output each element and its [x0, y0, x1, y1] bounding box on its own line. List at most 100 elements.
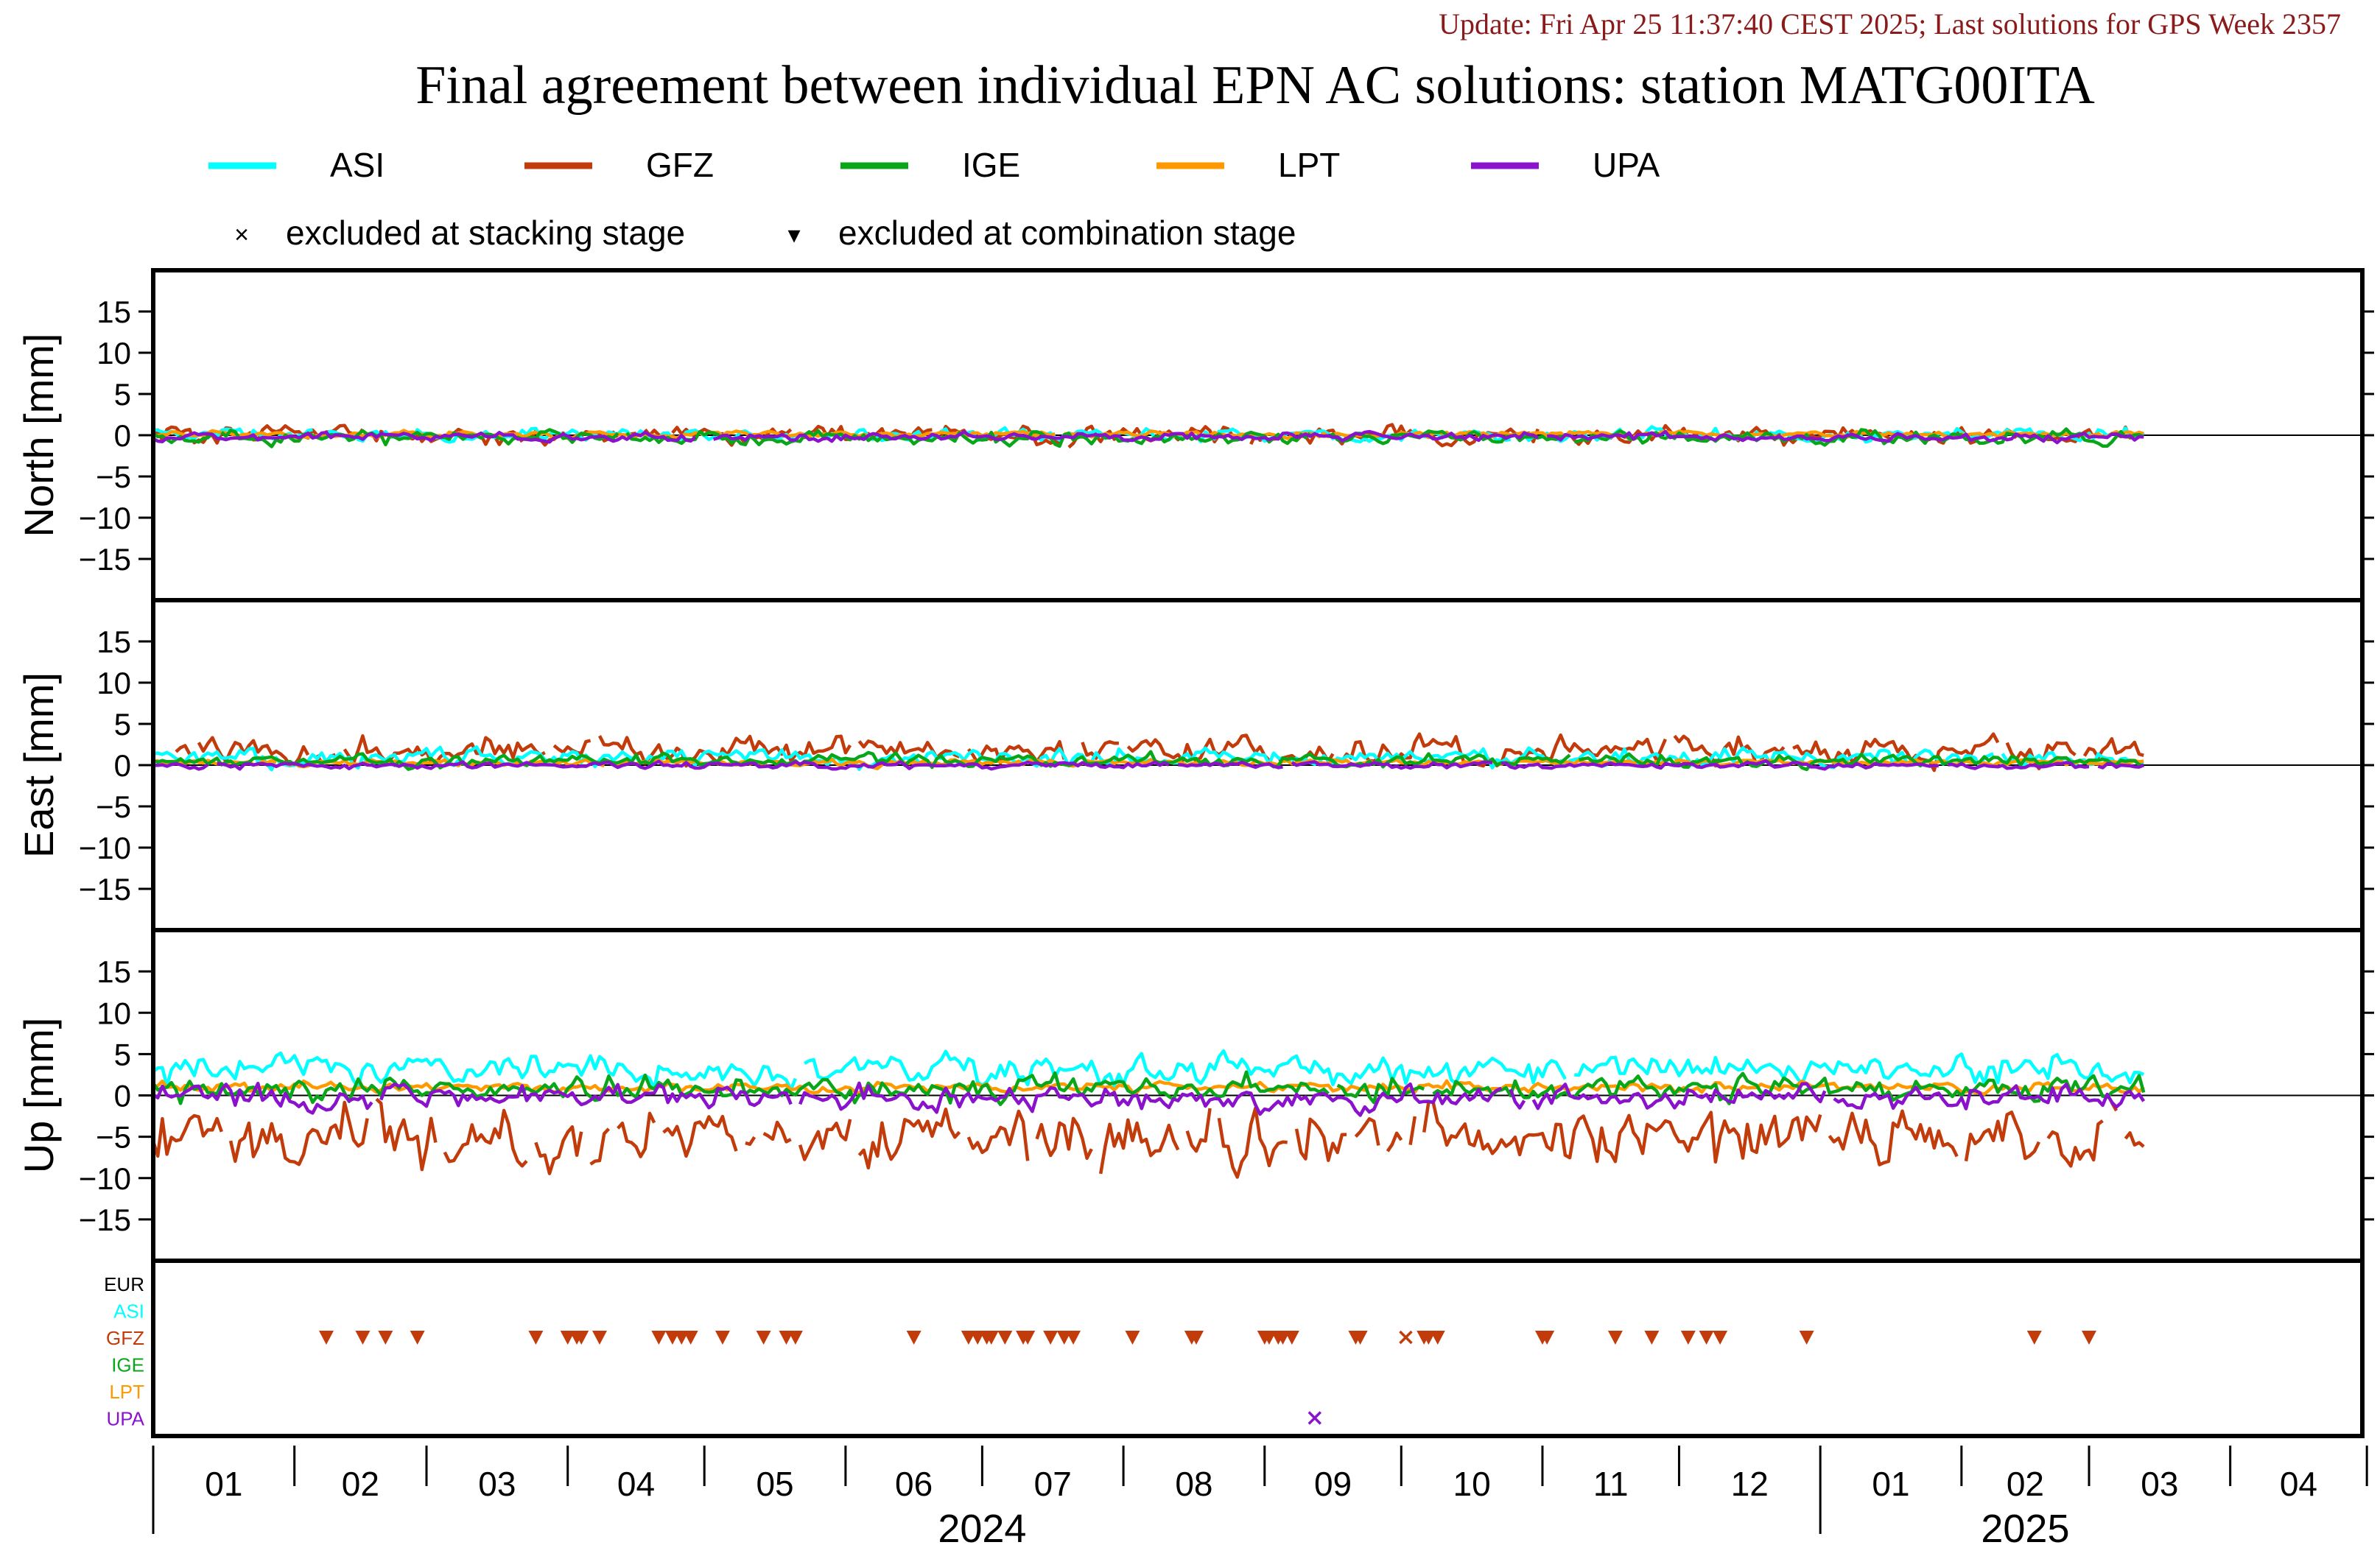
- legend-label-lpt: LPT: [1278, 146, 1340, 184]
- exclusion-row-label-ige: IGE: [111, 1354, 144, 1376]
- combination-excluded-marker: [1799, 1331, 1814, 1345]
- series-ige-line: [152, 750, 2144, 772]
- combination-excluded-marker: [355, 1331, 371, 1345]
- exclusion-panel: EUR ASI GFZ IGE LPT UPA: [104, 1259, 2365, 1438]
- y-tick-label: 0: [114, 418, 131, 453]
- combination-excluded-marker: [715, 1331, 730, 1345]
- month-label: 10: [1453, 1465, 1491, 1503]
- legend-marker-symbol-1: ▾: [787, 221, 800, 249]
- year-label: 2024: [938, 1507, 1026, 1545]
- combination-excluded-marker: [756, 1331, 771, 1345]
- panel-2: 15 10 5 0 −5 −10 −15 Up [mm]: [15, 928, 2374, 1263]
- year-label: 2025: [1981, 1507, 2069, 1545]
- month-label: 03: [2141, 1465, 2178, 1503]
- legend: ASI GFZ IGE LPT UPA × excluded at stacking sta…: [208, 146, 1660, 252]
- panel-1: 15 10 5 0 −5 −10 −15 East [mm]: [15, 598, 2374, 932]
- stacking-excluded-marker: [1399, 1330, 1413, 1345]
- combination-excluded-marker: [1430, 1331, 1445, 1345]
- stacking-excluded-marker: [1307, 1411, 1322, 1425]
- combination-excluded-marker: [1066, 1331, 1081, 1345]
- update-text: Update: Fri Apr 25 11:37:40 CEST 2025; L…: [1439, 7, 2341, 41]
- legend-marker-symbol-0: ×: [234, 221, 249, 249]
- combination-excluded-marker: [2081, 1331, 2096, 1345]
- y-tick-label: −10: [79, 831, 131, 865]
- month-label: 04: [2280, 1465, 2317, 1503]
- y-tick-label: −15: [79, 542, 131, 577]
- y-tick-label: −15: [79, 872, 131, 907]
- exclusion-row-label-asi: ASI: [113, 1301, 144, 1323]
- panel-0: 15 10 5 0 −5 −10 −15 North [mm]: [15, 268, 2374, 602]
- combination-excluded-marker: [906, 1331, 922, 1345]
- y-tick-label: −5: [96, 1120, 131, 1155]
- series-gfz-line: [151, 1097, 2145, 1179]
- month-label: 01: [205, 1465, 242, 1503]
- series-upa-line: [152, 429, 2144, 445]
- combination-excluded-marker: [1020, 1331, 1036, 1345]
- combination-excluded-marker: [1607, 1331, 1623, 1345]
- combination-excluded-marker: [1644, 1331, 1660, 1345]
- combination-excluded-marker: [1352, 1331, 1368, 1345]
- combination-excluded-marker: [592, 1331, 607, 1345]
- combination-excluded-marker: [1125, 1331, 1140, 1345]
- y-tick-label: 10: [96, 666, 131, 700]
- legend-marker-label-1: excluded at combination stage: [838, 214, 1296, 252]
- y-tick-label: 10: [96, 996, 131, 1030]
- combination-excluded-marker: [528, 1331, 544, 1345]
- combination-excluded-marker: [1713, 1331, 1728, 1345]
- legend-marker-label-0: excluded at stacking stage: [286, 214, 685, 252]
- month-label: 02: [2007, 1465, 2044, 1503]
- series-upa-line: [153, 759, 2145, 771]
- y-tick-label: 15: [96, 954, 131, 989]
- month-label: 03: [478, 1465, 516, 1503]
- y-axis-label: Up [mm]: [15, 1018, 62, 1174]
- month-label: 05: [756, 1465, 793, 1503]
- exclusion-frame: [151, 1259, 2365, 1438]
- legend-label-asi: ASI: [330, 146, 385, 184]
- combination-excluded-marker: [378, 1331, 393, 1345]
- combination-excluded-marker: [787, 1331, 803, 1345]
- month-label: 08: [1175, 1465, 1212, 1503]
- y-tick-label: 0: [114, 1079, 131, 1113]
- y-tick-label: −10: [79, 501, 131, 535]
- exclusion-row-label-lpt: LPT: [109, 1381, 144, 1403]
- combination-excluded-marker: [1680, 1331, 1696, 1345]
- series-upa-line: [152, 1081, 2146, 1117]
- y-tick-label: −5: [96, 460, 131, 494]
- y-tick-label: 5: [114, 1037, 131, 1071]
- y-tick-label: −5: [96, 789, 131, 824]
- combination-excluded-marker: [318, 1331, 334, 1345]
- y-tick-label: 10: [96, 336, 131, 370]
- month-label: 01: [1872, 1465, 1909, 1503]
- combination-excluded-marker: [1540, 1331, 1555, 1345]
- legend-label-upa: UPA: [1593, 146, 1660, 184]
- combination-excluded-marker: [983, 1331, 999, 1345]
- y-tick-label: −15: [79, 1203, 131, 1237]
- combination-excluded-marker: [683, 1331, 698, 1345]
- y-tick-label: 5: [114, 377, 131, 412]
- combination-excluded-marker: [1699, 1331, 1714, 1345]
- y-tick-label: 5: [114, 707, 131, 742]
- y-axis-label: East [mm]: [15, 672, 62, 858]
- series-lpt-line: [152, 757, 2144, 770]
- month-label: 07: [1034, 1465, 1072, 1503]
- exclusion-row-label-gfz: GFZ: [106, 1327, 144, 1349]
- month-label: 06: [895, 1465, 933, 1503]
- month-label: 02: [342, 1465, 379, 1503]
- combination-excluded-marker: [574, 1331, 589, 1345]
- panels: 15 10 5 0 −5 −10 −15 North [mm] 15 10 5 0 −5 −10 −15 Ea…: [15, 268, 2374, 1263]
- combination-excluded-marker: [997, 1331, 1013, 1345]
- month-label: 12: [1731, 1465, 1769, 1503]
- combination-excluded-marker: [1284, 1331, 1299, 1345]
- y-tick-label: 15: [96, 624, 131, 659]
- combination-excluded-marker: [410, 1331, 425, 1345]
- exclusion-row-label-upa: UPA: [106, 1408, 144, 1430]
- legend-label-ige: IGE: [962, 146, 1020, 184]
- combination-excluded-marker: [1043, 1331, 1059, 1345]
- combination-excluded-marker: [2026, 1331, 2042, 1345]
- series-asi-line: [152, 1049, 2145, 1091]
- month-label: 09: [1314, 1465, 1352, 1503]
- y-tick-label: −10: [79, 1161, 131, 1196]
- exclusion-row-label-eur: EUR: [104, 1273, 144, 1295]
- y-tick-label: 0: [114, 748, 131, 783]
